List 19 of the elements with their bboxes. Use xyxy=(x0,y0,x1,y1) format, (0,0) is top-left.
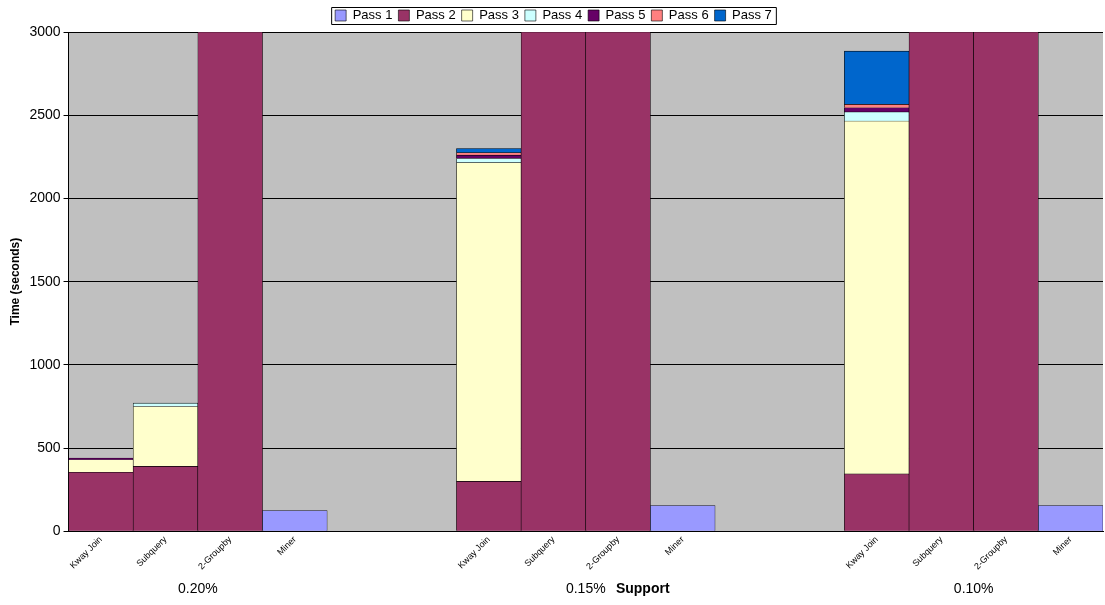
y-tick-label: 2500 xyxy=(29,106,61,123)
text: 0.20% xyxy=(178,579,218,596)
legend-label: Pass 6 xyxy=(668,7,709,23)
legend-label: Pass 4 xyxy=(542,7,583,23)
y-tick-label: 3000 xyxy=(29,22,61,39)
legend-label: Pass 3 xyxy=(479,7,519,23)
y-tick-label: 2000 xyxy=(29,189,61,206)
y-tick-label: 500 xyxy=(37,438,61,455)
y-tick-label: 1000 xyxy=(29,355,61,372)
y-axis-title: Time (seconds) xyxy=(7,237,22,326)
y-tick-label: 0 xyxy=(52,522,61,539)
x-axis-title: Support xyxy=(615,579,670,596)
legend-label: Pass 1 xyxy=(352,7,393,23)
legend-label: Pass 7 xyxy=(732,7,772,23)
y-tick-label: 1500 xyxy=(29,272,61,289)
legend-label: Pass 2 xyxy=(415,7,456,23)
text: 0.10% xyxy=(953,579,994,596)
legend-label: Pass 5 xyxy=(605,7,646,23)
text: 0.15% xyxy=(565,579,606,596)
